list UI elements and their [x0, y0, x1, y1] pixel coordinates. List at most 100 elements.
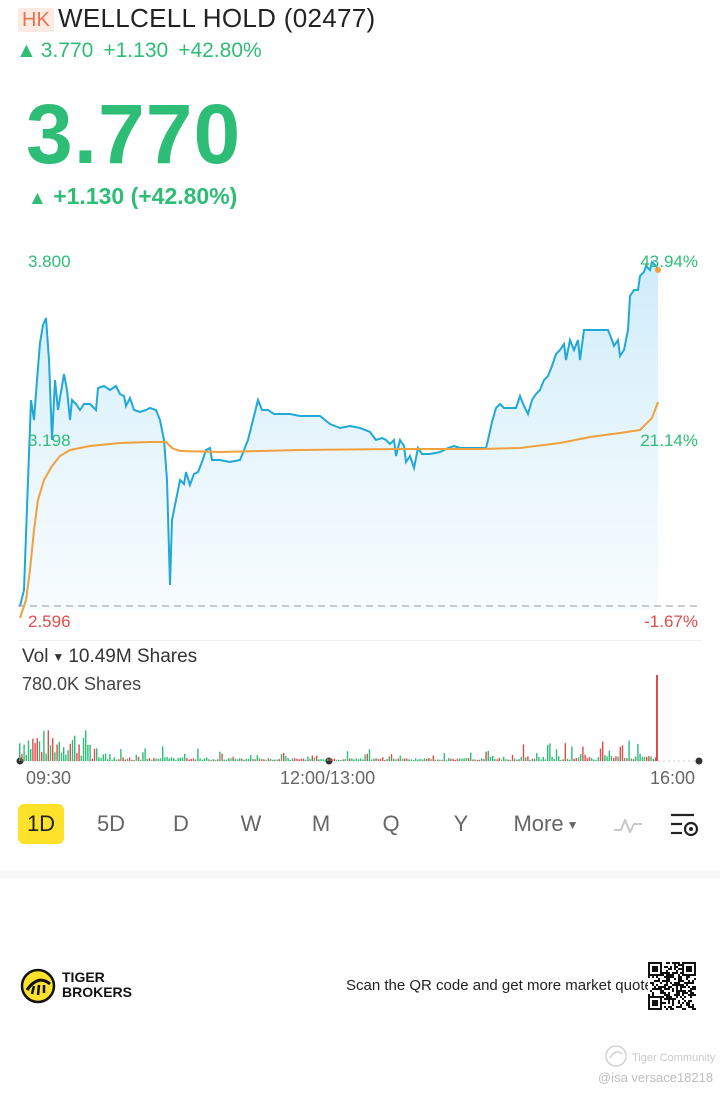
volume-bar [173, 758, 175, 761]
volume-bar [179, 757, 181, 761]
volume-bar [142, 752, 144, 761]
volume-bar [357, 759, 360, 761]
header-price: 3.770 [40, 39, 94, 62]
tab-w[interactable]: W [240, 811, 262, 836]
caret-down-icon: ▼ [566, 818, 579, 833]
volume-bar [428, 758, 430, 761]
volume-bar [225, 759, 228, 761]
market-badge: HK [18, 8, 54, 32]
volume-bar [386, 758, 388, 761]
volume-bar [516, 759, 518, 761]
volume-bar [604, 755, 606, 761]
volume-bar [71, 740, 74, 761]
tab-y[interactable]: Y [453, 811, 469, 836]
watermark-user: @isa versace18218 [598, 1070, 714, 1085]
volume-bar [582, 746, 584, 761]
volume-bar [492, 755, 494, 761]
volume-bar [525, 757, 527, 761]
volume-bar [338, 759, 340, 761]
volume-bar [228, 758, 230, 761]
volume-bar [463, 758, 465, 761]
volume-bar [349, 758, 351, 761]
volume-bar [483, 758, 485, 761]
volume-bar [219, 751, 221, 761]
volume-bar [49, 745, 52, 761]
volume-bar [144, 748, 146, 761]
volume-bar [87, 744, 89, 761]
volume-bar [652, 758, 654, 761]
volume-bar [201, 759, 203, 761]
volume-bar [320, 758, 322, 761]
avg-price-line [19, 401, 659, 619]
volume-bar [648, 756, 650, 761]
volume-bar [485, 751, 487, 761]
volume-bar [234, 758, 236, 761]
brand-line-2: BROKERS [62, 984, 133, 1000]
volume-bar [553, 758, 555, 761]
header-change: +1.130 [103, 39, 169, 62]
stock-title: WELLCELL HOLD (02477) [58, 3, 376, 33]
volume-selector[interactable]: Vol ▼ 10.49M Shares [22, 645, 197, 669]
volume-bar [133, 759, 135, 761]
volume-bar [368, 749, 371, 761]
volume-bar [540, 759, 542, 761]
volume-bar [245, 758, 247, 761]
volume-bar [140, 759, 142, 761]
volume-chart[interactable] [0, 660, 720, 770]
last-price-dot [655, 267, 661, 273]
volume-bar [621, 745, 624, 761]
section-separator [0, 870, 720, 878]
volume-bar [366, 753, 368, 761]
volume-label: Vol [22, 646, 49, 668]
volume-bar [274, 759, 276, 761]
volume-bar [643, 756, 646, 761]
volume-bar [47, 730, 49, 761]
volume-bar [397, 758, 399, 761]
tab-1d[interactable]: 1D [18, 804, 64, 844]
volume-bar [580, 754, 582, 761]
volume-bar [203, 758, 206, 761]
volume-bar [408, 759, 410, 761]
volume-bar [80, 755, 82, 761]
watermark-brand: Tiger Community [632, 1052, 716, 1064]
volume-bar [656, 675, 658, 761]
volume-bar [544, 759, 547, 761]
intraday-chart[interactable]: 3.800 3.198 2.596 43.94% 21.14% -1.67% [0, 240, 720, 640]
volume-bar [606, 756, 608, 761]
volume-bar [166, 757, 168, 761]
volume-bar [243, 759, 245, 761]
volume-bar [445, 759, 448, 761]
volume-bar [558, 756, 560, 761]
volume-bar [384, 759, 386, 761]
volume-bar [613, 757, 615, 761]
volume-bar [595, 759, 597, 761]
volume-bar [562, 759, 564, 761]
tab-more-label: More [513, 811, 564, 836]
volume-bar [190, 759, 192, 761]
volume-bar [217, 759, 219, 761]
volume-bar [126, 758, 129, 761]
volume-bar [197, 748, 199, 761]
volume-bar [393, 758, 395, 761]
volume-bar [43, 730, 45, 761]
volume-bar [382, 757, 384, 761]
volume-bar [395, 759, 397, 761]
tab-d[interactable]: D [173, 811, 189, 836]
volume-bar [511, 754, 514, 761]
time-end: 16:00 [650, 768, 696, 788]
line-indicator-icon[interactable] [612, 810, 644, 838]
volume-bar [82, 737, 85, 761]
volume-bar [344, 759, 346, 761]
volume-bar [316, 755, 318, 761]
tab-q[interactable]: Q [382, 811, 400, 836]
volume-bar [239, 758, 241, 761]
volume-bar [591, 758, 593, 761]
volume-bar [549, 743, 551, 761]
volume-bar [487, 750, 489, 761]
tab-m[interactable]: M [311, 811, 331, 836]
volume-bar [294, 758, 296, 761]
tab-5d[interactable]: 5D [96, 811, 126, 836]
tab-more[interactable]: More ▼ [506, 804, 586, 844]
chart-settings-icon[interactable] [668, 810, 700, 840]
volume-bar [122, 757, 124, 761]
